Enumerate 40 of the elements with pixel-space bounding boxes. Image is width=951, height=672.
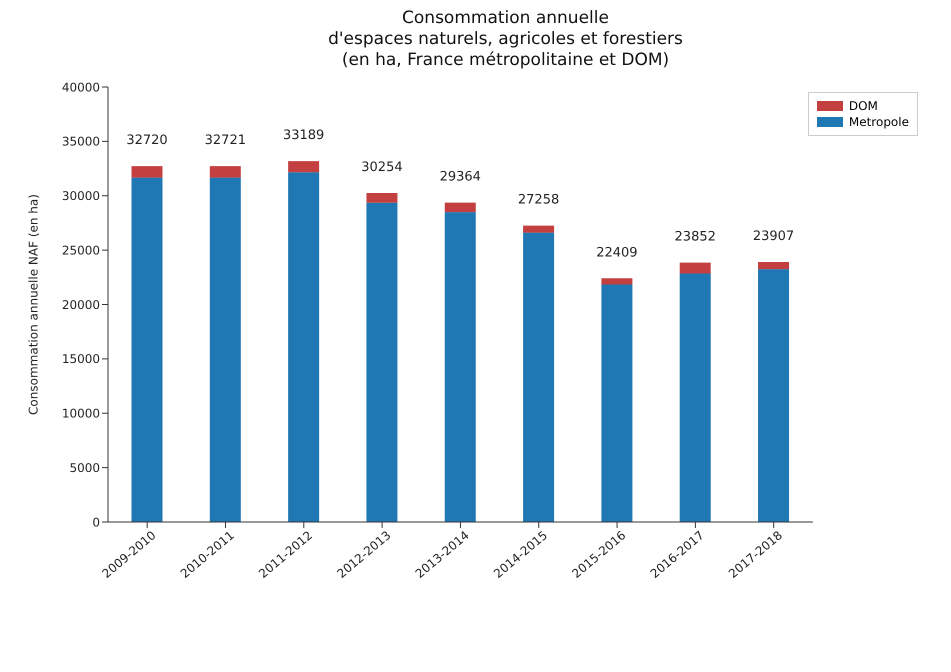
bar bbox=[366, 202, 398, 522]
chart-title: Consommation annuelle d'espaces naturels, agricoles et forestiers (en ha, France métropolitaine et DOM) bbox=[327, 8, 684, 71]
bar bbox=[444, 202, 476, 212]
y-tick-label: 35000 bbox=[62, 134, 100, 149]
bar bbox=[210, 178, 241, 522]
bar bbox=[131, 178, 162, 522]
total-label: 23852 bbox=[674, 230, 716, 245]
total-label: 32721 bbox=[204, 133, 246, 148]
y-axis-title: Consommation annuelle NAF (en ha) bbox=[26, 194, 40, 415]
bar bbox=[131, 166, 162, 178]
bar bbox=[680, 262, 711, 274]
total-label: 22409 bbox=[596, 245, 638, 260]
total-label: 30254 bbox=[361, 160, 403, 175]
y-tick-label: 10000 bbox=[62, 406, 100, 421]
bar bbox=[366, 192, 398, 203]
total-label: 33189 bbox=[282, 128, 324, 144]
total-label: 23907 bbox=[752, 229, 794, 244]
y-tick-label: 40000 bbox=[62, 80, 100, 94]
bar bbox=[601, 278, 632, 284]
total-label: 27258 bbox=[518, 192, 560, 208]
bar bbox=[758, 269, 790, 522]
y-tick-label: 5000 bbox=[69, 460, 100, 475]
bar bbox=[523, 226, 554, 233]
total-label: 29364 bbox=[440, 170, 481, 185]
bar bbox=[601, 284, 632, 522]
legend-label: DOM bbox=[848, 99, 878, 113]
bar bbox=[288, 161, 320, 172]
bar bbox=[680, 273, 711, 522]
bar bbox=[288, 172, 320, 522]
bar bbox=[444, 212, 476, 522]
bar bbox=[210, 166, 241, 178]
bar bbox=[523, 232, 554, 522]
y-tick-label: 30000 bbox=[62, 189, 100, 204]
y-tick-label: 0 bbox=[92, 515, 100, 530]
bar bbox=[758, 262, 790, 270]
y-tick-label: 15000 bbox=[62, 352, 100, 366]
y-tick-label: 20000 bbox=[62, 298, 100, 312]
y-tick-label: 25000 bbox=[62, 243, 100, 258]
total-label: 32720 bbox=[126, 133, 168, 148]
legend-label: Metropole bbox=[848, 115, 909, 129]
